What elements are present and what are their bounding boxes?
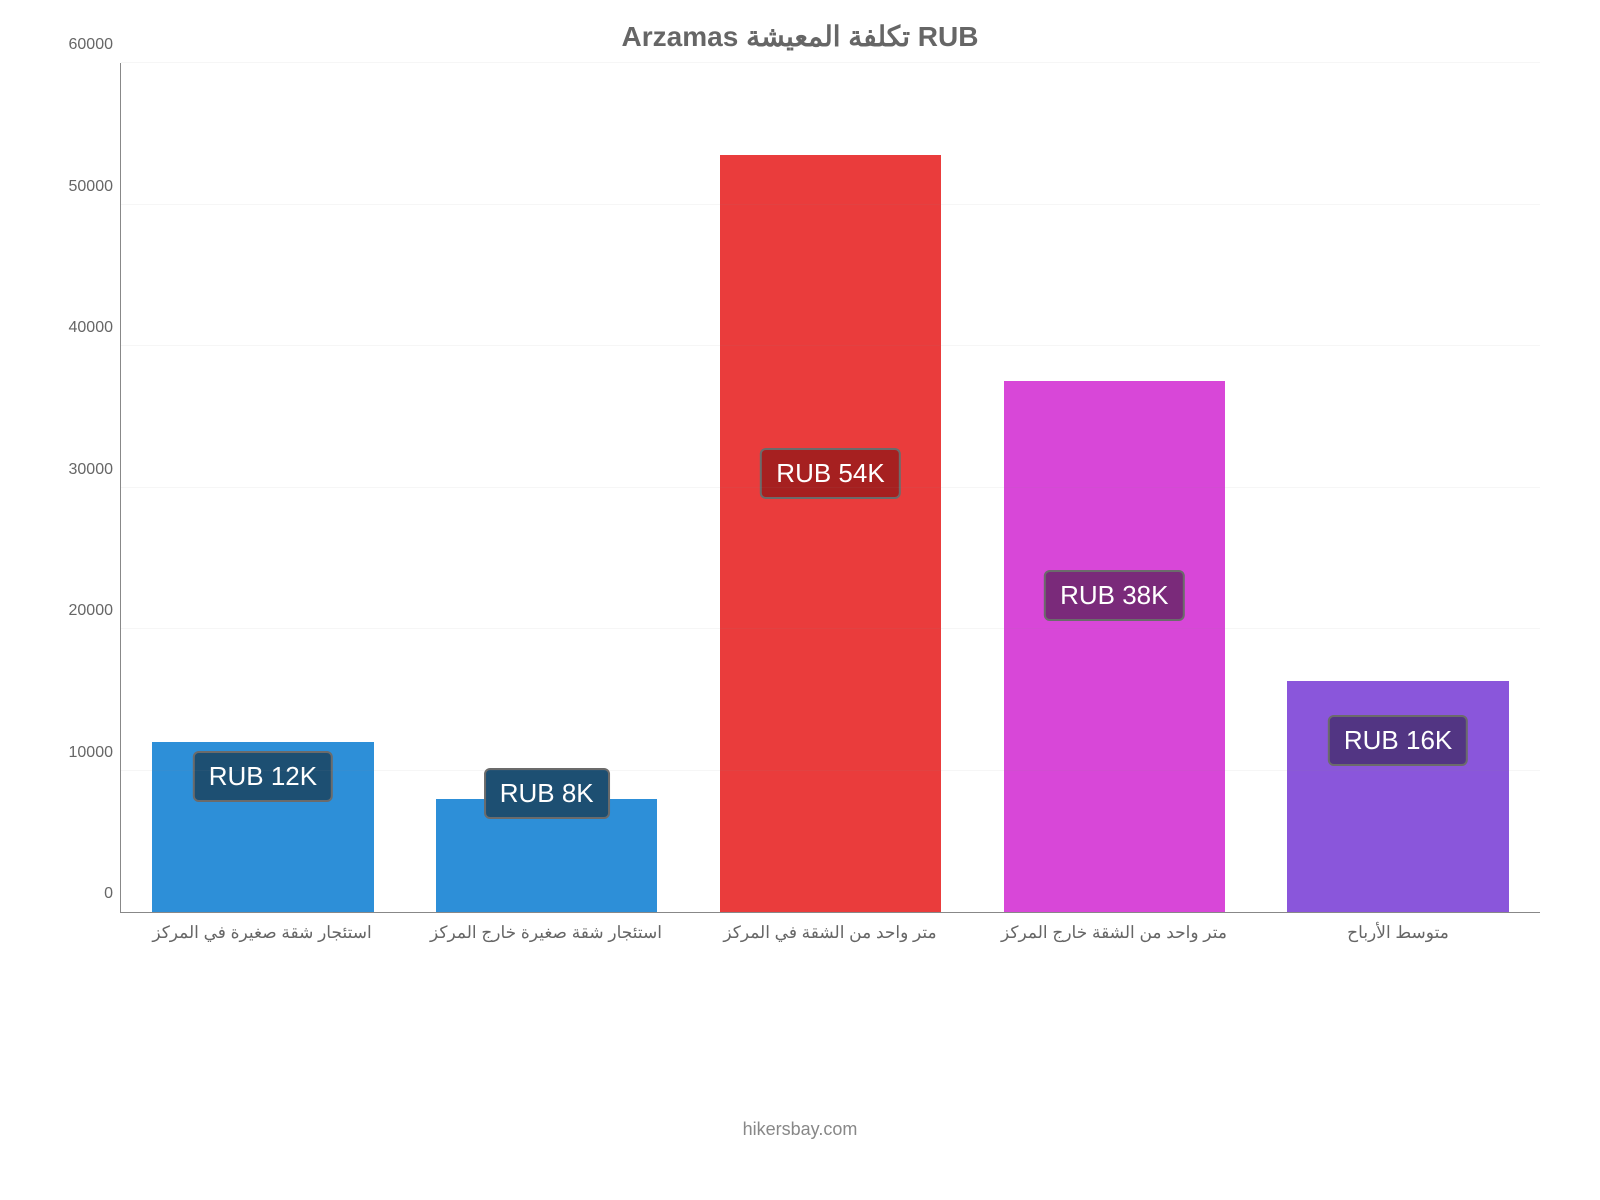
footer-text: hikersbay.com bbox=[743, 1119, 858, 1139]
y-tick-label: 50000 bbox=[43, 178, 113, 196]
x-axis-label: متر واحد من الشقة خارج المركز bbox=[972, 913, 1256, 943]
bars-group: RUB 12K RUB 8K RUB 54K RUB 38K RUB 16K bbox=[121, 63, 1540, 912]
bar: RUB 38K bbox=[1004, 381, 1225, 912]
y-tick-label: 60000 bbox=[43, 36, 113, 54]
footer-credit: hikersbay.com bbox=[0, 1119, 1600, 1140]
bar-slot: RUB 38K bbox=[972, 63, 1256, 912]
gridline bbox=[121, 345, 1540, 346]
chart-title: Arzamas تكلفة المعيشة RUB bbox=[40, 20, 1560, 53]
value-badge: RUB 38K bbox=[1044, 570, 1184, 621]
bar: RUB 16K bbox=[1287, 681, 1508, 912]
gridline bbox=[121, 204, 1540, 205]
y-tick-label: 10000 bbox=[43, 744, 113, 762]
x-axis-label: متر واحد من الشقة في المركز bbox=[688, 913, 972, 943]
chart-container: Arzamas تكلفة المعيشة RUB 01000020000300… bbox=[40, 20, 1560, 1020]
bar-slot: RUB 54K bbox=[689, 63, 973, 912]
bar: RUB 8K bbox=[436, 799, 657, 912]
value-badge: RUB 16K bbox=[1328, 715, 1468, 766]
x-axis-labels: استئجار شقة صغيرة في المركزاستئجار شقة ص… bbox=[120, 913, 1540, 943]
y-axis: 0100002000030000400005000060000 bbox=[41, 63, 121, 912]
plot-area: 0100002000030000400005000060000 RUB 12KR… bbox=[120, 63, 1540, 913]
gridline bbox=[121, 62, 1540, 63]
x-axis-label: استئجار شقة صغيرة خارج المركز bbox=[404, 913, 688, 943]
bar-slot: RUB 16K bbox=[1256, 63, 1540, 912]
bar: RUB 12K bbox=[152, 742, 373, 912]
y-tick-label: 20000 bbox=[43, 602, 113, 620]
y-tick-label: 30000 bbox=[43, 461, 113, 479]
value-badge: RUB 54K bbox=[760, 448, 900, 499]
gridline bbox=[121, 770, 1540, 771]
value-badge: RUB 8K bbox=[484, 768, 610, 819]
bar-slot: RUB 12K bbox=[121, 63, 405, 912]
value-badge: RUB 12K bbox=[193, 751, 333, 802]
gridline bbox=[121, 628, 1540, 629]
gridline bbox=[121, 487, 1540, 488]
x-axis-label: متوسط الأرباح bbox=[1256, 913, 1540, 943]
bar-slot: RUB 8K bbox=[405, 63, 689, 912]
y-tick-label: 0 bbox=[43, 885, 113, 903]
y-tick-label: 40000 bbox=[43, 319, 113, 337]
bar: RUB 54K bbox=[720, 155, 941, 912]
x-axis-label: استئجار شقة صغيرة في المركز bbox=[120, 913, 404, 943]
